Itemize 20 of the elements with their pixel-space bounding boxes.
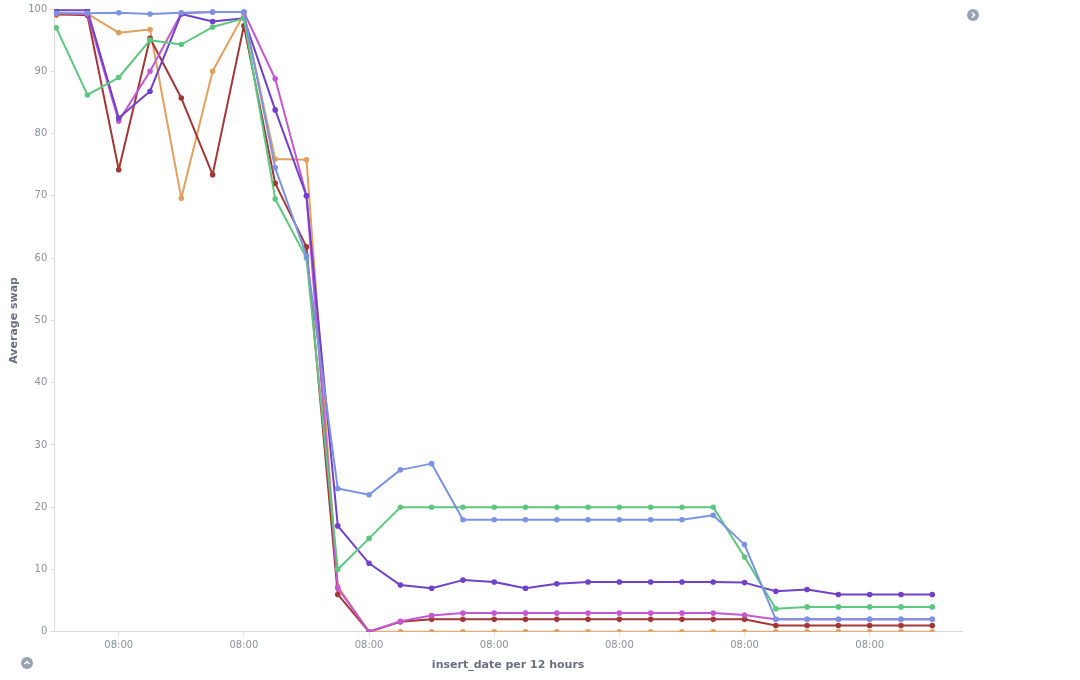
- x-tick-label: 08:00: [604, 639, 634, 651]
- x-tick-label: 08:00: [479, 639, 509, 651]
- y-tick-label: 80: [34, 127, 48, 139]
- y-tick-label: 100: [28, 2, 48, 14]
- y-tick-label: 20: [34, 500, 48, 512]
- x-tick-label: 08:00: [229, 639, 259, 651]
- x-axis-title: insert_date per 12 hours: [431, 658, 585, 672]
- y-tick-label: 10: [34, 563, 48, 575]
- y-tick-label: 60: [34, 251, 48, 263]
- y-tick-label: 30: [34, 438, 48, 450]
- x-tick-label: 08:00: [104, 639, 134, 651]
- y-tick-label: 90: [34, 64, 48, 76]
- y-tick-label: 40: [34, 376, 48, 388]
- y-tick-label: 0: [40, 625, 48, 637]
- x-tick-label: 08:00: [354, 639, 384, 651]
- y-axis-title: Average swap: [7, 276, 21, 364]
- y-tick-label: 70: [34, 189, 48, 201]
- x-tick-label: 08:00: [730, 639, 759, 651]
- x-tick-label: 08:00: [855, 639, 885, 651]
- y-tick-label: 50: [34, 313, 48, 325]
